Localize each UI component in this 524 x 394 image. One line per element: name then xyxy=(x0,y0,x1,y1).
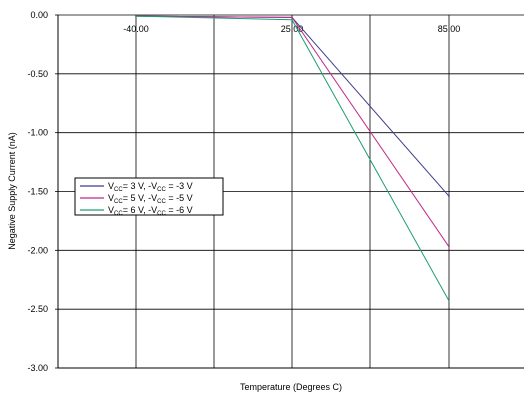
y-tick-label: -1.00 xyxy=(27,128,48,138)
data-point xyxy=(291,16,293,19)
y-tick-label: -2.50 xyxy=(27,304,48,314)
data-point xyxy=(448,246,450,248)
y-tick-label: -1.50 xyxy=(27,187,48,197)
data-point xyxy=(448,300,450,302)
legend-label-3: VCC= 6 V, -VCC = -6 V xyxy=(108,205,193,217)
y-tick-label: -3.00 xyxy=(27,363,48,373)
legend-label-2: VCC= 5 V, -VCC = -5 V xyxy=(108,193,193,205)
y-axis-label: Negative Supply Current (nA) xyxy=(7,132,17,250)
y-tick-labels: 0.00 -0.50 -1.00 -1.50 -2.00 -2.50 -3.00 xyxy=(27,10,48,373)
x-axis-label: Temperature (Degrees C) xyxy=(240,382,342,392)
data-point xyxy=(448,195,450,198)
x-tick-labels: -40.00 25.00 85.00 xyxy=(123,24,460,34)
x-tick-label: -40.00 xyxy=(123,24,149,34)
y-tick-label: 0.00 xyxy=(30,10,48,20)
x-tick-label: 85.00 xyxy=(438,24,461,34)
series-lines xyxy=(135,15,450,302)
legend-label-1: VCC= 3 V, -VCC = -3 V xyxy=(108,181,193,193)
legend-box xyxy=(74,177,224,216)
x-tick-label: 25.00 xyxy=(281,24,304,34)
data-point xyxy=(291,18,293,21)
y-tick-label: -2.00 xyxy=(27,245,48,255)
y-tick-label: -0.50 xyxy=(27,69,48,79)
data-point xyxy=(135,15,137,17)
